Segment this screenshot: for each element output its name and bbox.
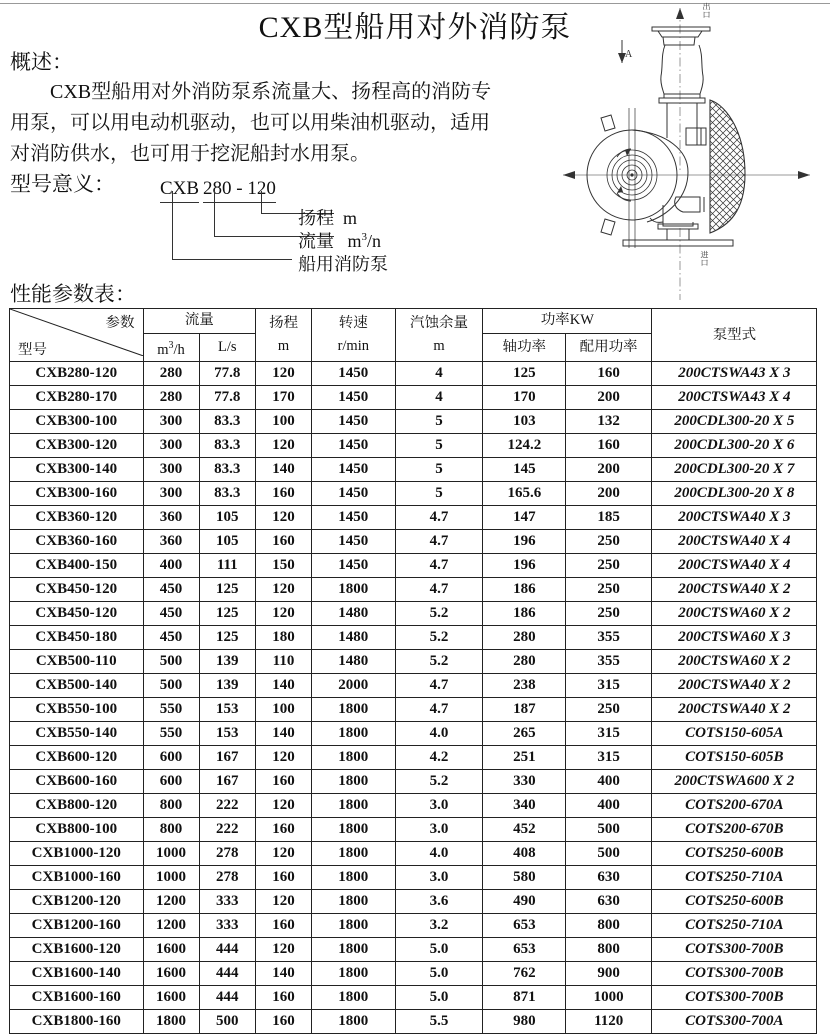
svg-text:A: A — [625, 49, 633, 60]
